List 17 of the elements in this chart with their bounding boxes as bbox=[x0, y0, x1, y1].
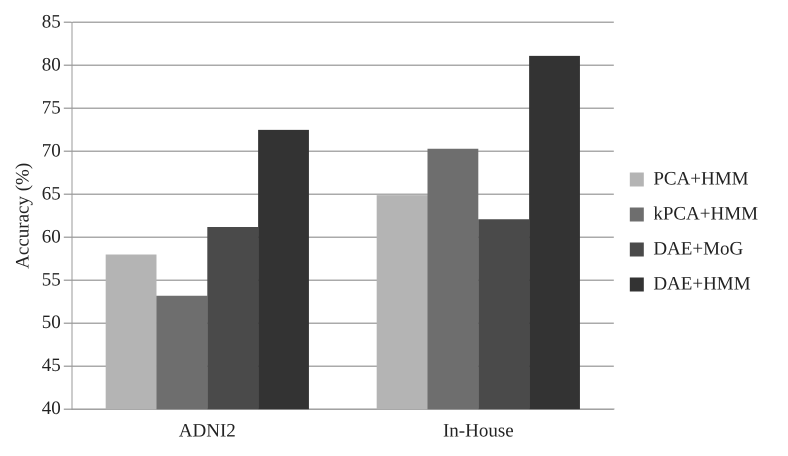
y-tick-label: 55 bbox=[42, 269, 61, 290]
y-tick-label: 40 bbox=[42, 398, 61, 420]
y-tick-label: 80 bbox=[42, 54, 61, 76]
y-tick-label: 45 bbox=[42, 355, 61, 376]
y-tick-label: 75 bbox=[42, 97, 61, 118]
y-axis-title: Accuracy (%) bbox=[12, 162, 34, 269]
y-tick-label: 60 bbox=[42, 226, 61, 248]
y-tick-label: 65 bbox=[42, 183, 61, 204]
y-tick-label: 85 bbox=[42, 11, 61, 32]
x-tick-label: In-House bbox=[442, 420, 514, 442]
y-tick-label: 70 bbox=[42, 140, 61, 162]
y-tick-label: 50 bbox=[42, 312, 61, 334]
legend-label: PCA+HMM bbox=[653, 168, 749, 190]
x-tick-label: ADNI2 bbox=[178, 420, 236, 442]
legend-label: DAE+MoG bbox=[653, 238, 744, 260]
legend-label: DAE+HMM bbox=[653, 273, 751, 294]
legend-label: kPCA+HMM bbox=[653, 203, 758, 224]
